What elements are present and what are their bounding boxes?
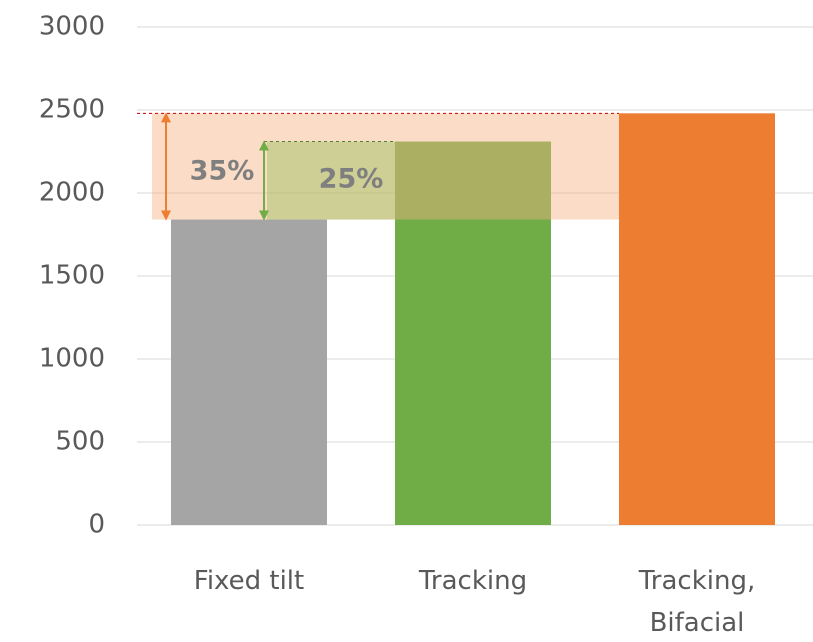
y-tick-label: 2000 [39,178,105,208]
y-tick-label: 1500 [39,261,105,291]
y-tick-label: 3000 [39,12,105,42]
annotation: 35% [190,156,255,187]
bar [619,113,775,525]
x-tick-label: Fixed tilt [193,566,305,596]
y-tick-label: 2500 [39,95,105,125]
y-tick-label: 0 [88,510,105,540]
x-tick-label: Tracking [418,566,528,596]
x-tick-label: Tracking, Bifacial [638,566,756,638]
bar [395,141,551,526]
y-tick-label: 1000 [39,344,105,374]
bar [171,219,327,525]
gain-band [267,141,395,220]
y-tick-label: 500 [55,427,105,457]
annotation: 25% [319,164,384,195]
